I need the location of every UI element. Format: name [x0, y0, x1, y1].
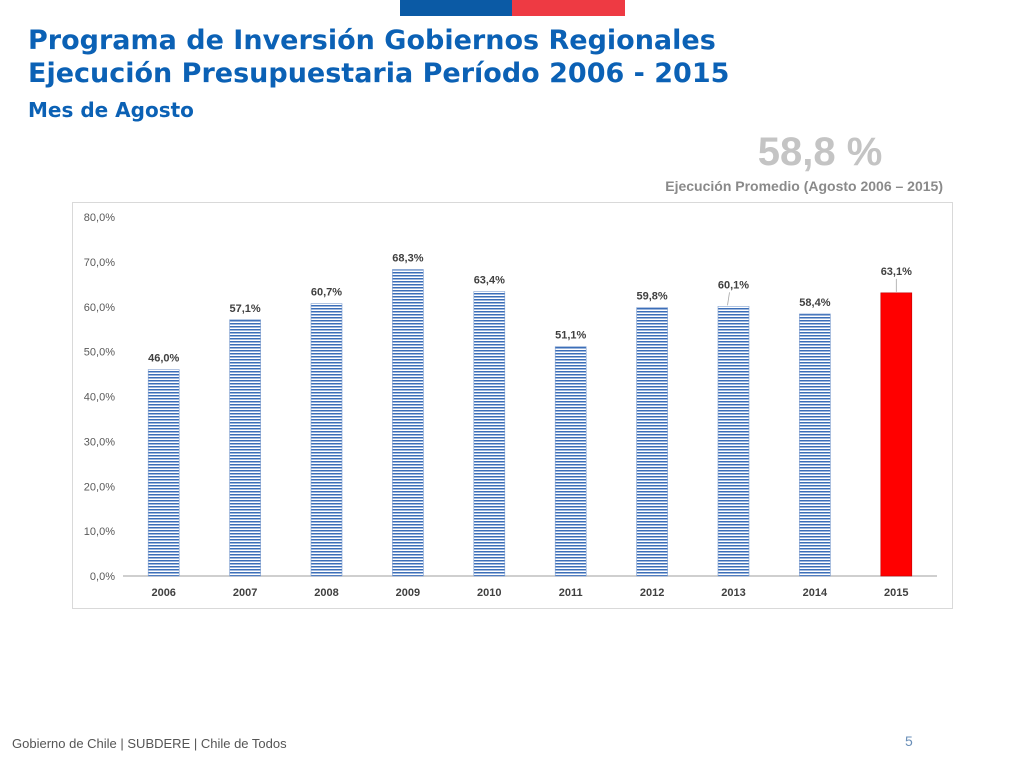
- x-tick-label-2008: 2008: [314, 587, 338, 599]
- x-tick-label-2012: 2012: [640, 587, 664, 599]
- x-tick-label-2014: 2014: [803, 587, 828, 599]
- bar-2014: [799, 313, 831, 577]
- y-tick-label: 80,0%: [84, 212, 115, 224]
- data-label-2012: 59,8%: [636, 291, 667, 303]
- bar-2008: [310, 303, 343, 577]
- x-tick-label-2015: 2015: [884, 587, 908, 599]
- bar-chart: 0,0% 10,0% 20,0% 30,0% 40,0% 50,0% 60,0% 70,0% 8…: [84, 212, 937, 599]
- data-label-2006: 46,0%: [148, 353, 179, 365]
- bar-2010: [473, 291, 506, 577]
- y-tick-label: 0,0%: [90, 571, 115, 583]
- data-label-2013: 60,1%: [718, 279, 749, 291]
- y-tick-label: 20,0%: [84, 481, 115, 493]
- data-label-2014: 58,4%: [799, 297, 830, 309]
- bar-2006: [147, 369, 180, 577]
- chart-frame: 0,0% 10,0% 20,0% 30,0% 40,0% 50,0% 60,0% 70,0% 8…: [72, 202, 953, 609]
- bar-2013: [717, 306, 750, 577]
- flag-red-stripe: [512, 0, 625, 16]
- data-label-2015: 63,1%: [881, 266, 912, 278]
- data-label-2011: 51,1%: [555, 330, 586, 342]
- y-tick-label: 70,0%: [84, 257, 115, 269]
- x-tick-label-2010: 2010: [477, 587, 501, 599]
- x-tick-label-2007: 2007: [233, 587, 257, 599]
- footer-text: Gobierno de Chile | SUBDERE | Chile de T…: [12, 736, 287, 751]
- page-title-line1: Programa de Inversión Gobiernos Regional…: [28, 25, 716, 56]
- data-label-2009: 68,3%: [392, 253, 423, 265]
- y-tick-label: 60,0%: [84, 302, 115, 314]
- x-tick-label-2006: 2006: [151, 587, 175, 599]
- page-number: 5: [905, 733, 913, 749]
- y-tick-label: 50,0%: [84, 347, 115, 359]
- data-label-2010: 63,4%: [474, 274, 505, 286]
- data-label-2008: 60,7%: [311, 287, 342, 299]
- x-tick-label-2011: 2011: [559, 587, 583, 599]
- bar-2012: [636, 307, 668, 577]
- data-label-2007: 57,1%: [229, 303, 260, 315]
- bar-2011: [554, 346, 587, 577]
- y-tick-label: 30,0%: [84, 436, 115, 448]
- x-tick-label-2013: 2013: [721, 587, 745, 599]
- average-execution-value: 58,8 %: [757, 130, 883, 174]
- bar-2009: [392, 269, 424, 577]
- page-title-line2: Ejecución Presupuestaria Período 2006 - …: [28, 58, 730, 89]
- bar-2007: [229, 319, 261, 577]
- y-tick-label: 40,0%: [84, 392, 115, 404]
- y-tick-label: 10,0%: [84, 526, 115, 538]
- page-subtitle: Mes de Agosto: [28, 98, 194, 122]
- flag-blue-stripe: [400, 0, 512, 16]
- x-tick-label-2009: 2009: [396, 587, 420, 599]
- label-leader-2013: [727, 292, 730, 306]
- average-execution-caption: Ejecución Promedio (Agosto 2006 – 2015): [665, 178, 943, 194]
- bar-2015: [880, 292, 913, 577]
